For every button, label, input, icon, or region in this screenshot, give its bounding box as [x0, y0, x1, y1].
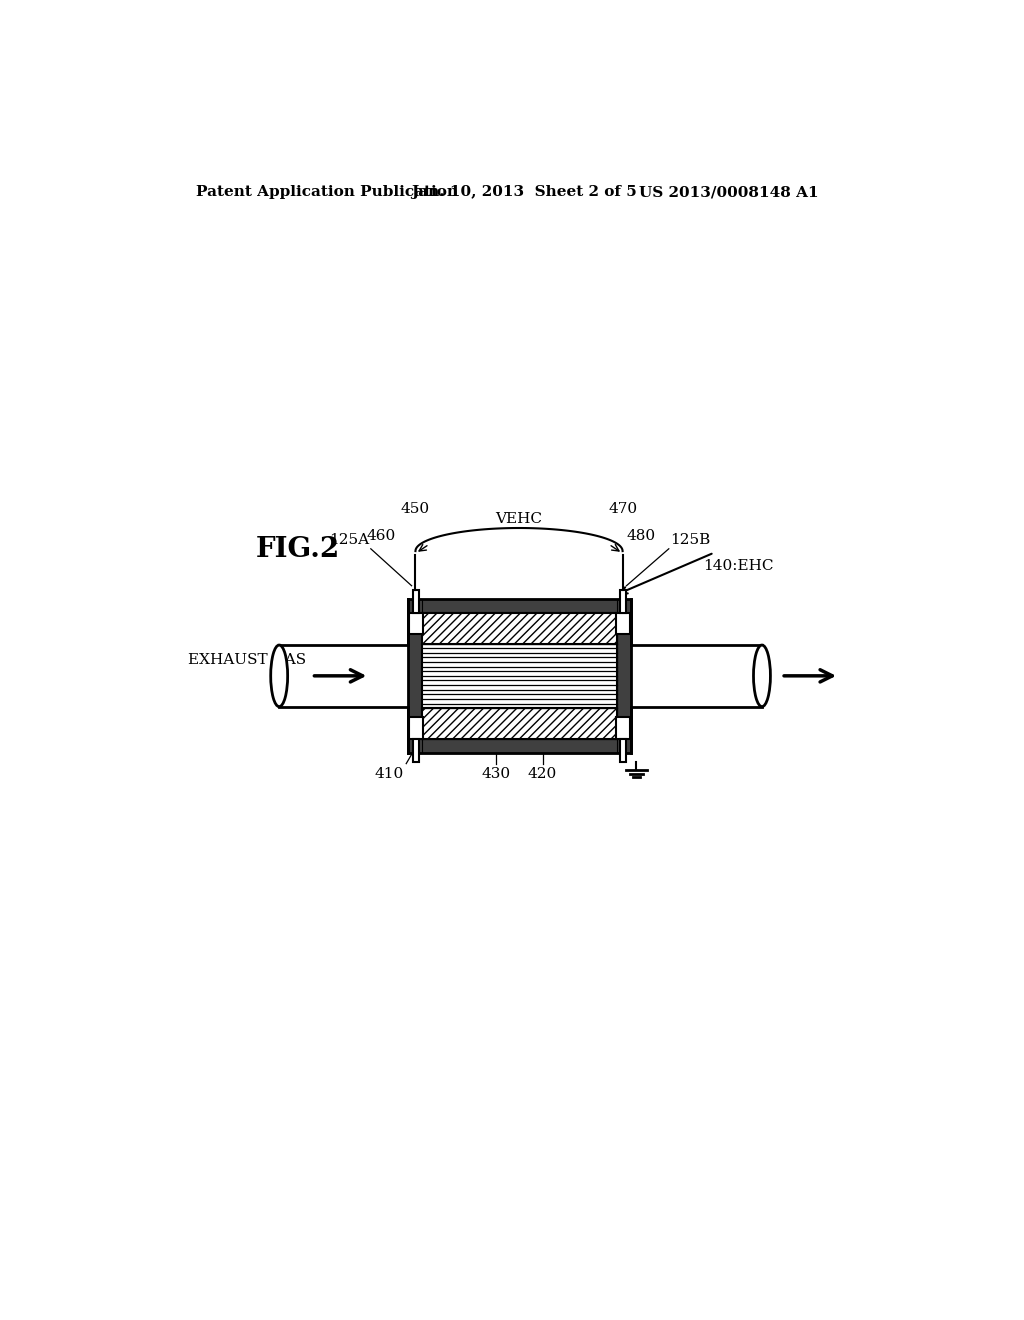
- Text: VEHC: VEHC: [496, 512, 543, 525]
- Bar: [422, 612, 617, 739]
- Text: 410: 410: [375, 767, 403, 780]
- Text: 470: 470: [608, 503, 637, 516]
- Ellipse shape: [270, 645, 288, 706]
- Bar: [621, 739, 626, 762]
- Text: 125B: 125B: [671, 533, 711, 548]
- Bar: [617, 599, 631, 752]
- Bar: [408, 599, 422, 752]
- Bar: [413, 739, 419, 762]
- Bar: [408, 599, 631, 752]
- Text: 420: 420: [528, 767, 557, 780]
- Text: 125A: 125A: [329, 533, 370, 548]
- Text: EXHAUST GAS: EXHAUST GAS: [188, 652, 306, 667]
- Text: 480: 480: [627, 529, 655, 543]
- Text: 140:EHC: 140:EHC: [702, 558, 773, 573]
- Ellipse shape: [754, 645, 770, 706]
- Text: Patent Application Publication: Patent Application Publication: [196, 185, 458, 199]
- Text: US 2013/0008148 A1: US 2013/0008148 A1: [639, 185, 818, 199]
- Text: 460: 460: [367, 529, 396, 543]
- Text: 430: 430: [481, 767, 511, 780]
- Bar: [408, 739, 631, 752]
- Bar: [621, 590, 626, 612]
- Bar: [408, 599, 631, 612]
- Text: Jan. 10, 2013  Sheet 2 of 5: Jan. 10, 2013 Sheet 2 of 5: [412, 185, 637, 199]
- Bar: [410, 612, 423, 635]
- Text: FIG.2: FIG.2: [255, 536, 340, 562]
- Bar: [615, 718, 630, 739]
- Bar: [422, 612, 617, 739]
- Bar: [615, 612, 630, 635]
- Bar: [413, 590, 419, 612]
- Bar: [422, 644, 617, 708]
- Bar: [410, 718, 423, 739]
- Bar: [422, 708, 617, 739]
- Text: 450: 450: [401, 503, 430, 516]
- Bar: [422, 612, 617, 644]
